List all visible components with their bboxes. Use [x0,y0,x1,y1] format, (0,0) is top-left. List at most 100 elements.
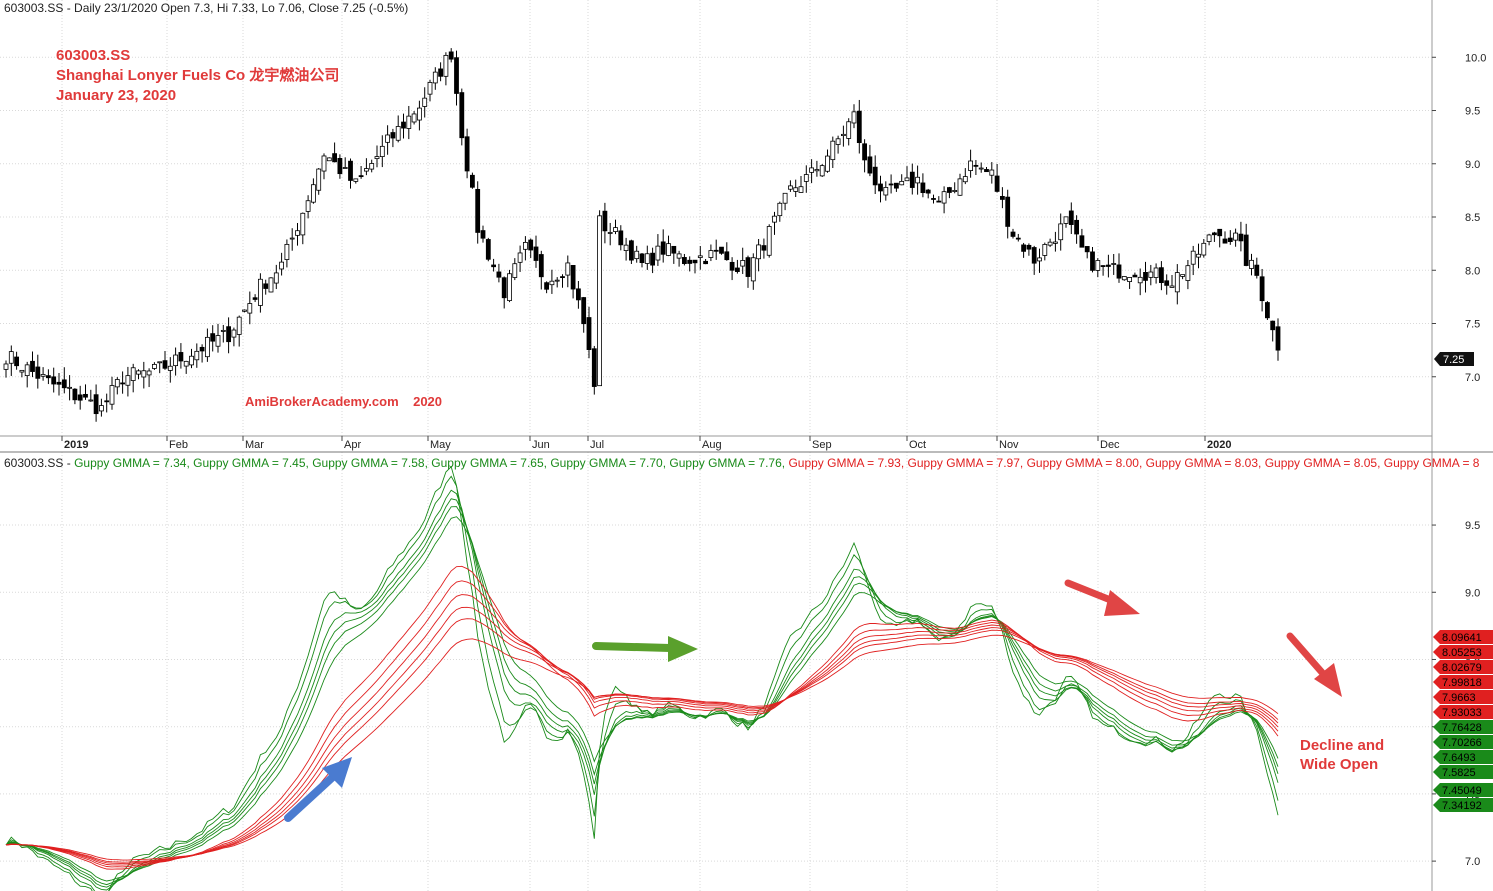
candle [231,327,237,347]
gmma-value-tag-text: 7.93033 [1442,707,1482,719]
candle [682,253,687,266]
candle [300,212,306,245]
x-tick-label: Oct [909,439,926,451]
candle [745,255,751,288]
candle [607,222,613,246]
x-tick-label: Mar [245,439,264,451]
candle [1084,246,1090,259]
candle [1265,301,1270,320]
candle [236,315,242,347]
gmma-header-item: Guppy GMMA = 7.76, [666,456,785,470]
candle [496,263,502,283]
candle [724,242,730,261]
candle [189,348,194,369]
price-y-tick-label: 7.0 [1465,372,1480,384]
candle [909,163,915,195]
candle [8,345,14,376]
candle [756,238,761,272]
candle [846,118,852,146]
price-y-tick-label: 9.0 [1465,159,1480,171]
price-y-tick-label: 8.0 [1465,265,1480,277]
gmma-y-tick-label: 7.0 [1465,856,1480,868]
candle [326,157,332,162]
price-y-tick-label: 10.0 [1465,52,1486,64]
candle [1095,258,1101,278]
candle [316,168,322,195]
last-price-tag: 7.25 [1434,352,1474,366]
gmma-header-item: Guppy GMMA = 7.93, [785,456,904,470]
gmma-value-tag: 7.93033 [1433,705,1493,719]
long-gmma-line [5,634,1279,861]
candle [1058,213,1064,251]
candle [719,246,724,255]
candle [1100,265,1106,276]
gmma-value-tag-text: 7.45049 [1442,785,1482,797]
candle [772,211,777,235]
short-gmma-line [5,489,1279,891]
candle [713,239,719,260]
candle [268,277,274,293]
short-gmma-line [5,516,1279,882]
candle [1159,261,1164,291]
candle [1116,253,1122,283]
gmma-value-tag-text: 7.99818 [1442,677,1482,689]
x-tick-label: Jul [590,439,604,451]
gmma-header-item: Guppy GMMA = 7.34, [74,456,190,470]
gmma-value-tag-text: 7.5825 [1442,767,1476,779]
candle [1143,261,1148,293]
gmma-value-tag: 7.9663 [1433,690,1493,704]
candle [379,135,385,168]
x-tick-label: Nov [999,439,1019,451]
candle [554,277,560,288]
candle [560,274,565,288]
candle [1148,264,1154,286]
candle [464,128,470,179]
candle [576,280,581,309]
gmma-header-item: Guppy GMMA = 7.97, [904,456,1023,470]
candle [581,296,587,333]
candle [448,48,454,63]
candle [1042,242,1048,261]
gmma-y-tick-label: 9.5 [1465,520,1480,532]
candle [867,144,873,177]
red-down-right-arrow-2 [1286,632,1342,697]
gmma-header-item: Guppy GMMA = 8.00, [1023,456,1142,470]
candle [61,367,67,394]
candle [1111,253,1117,275]
gmma-header-item: Guppy GMMA = 8.05, [1261,456,1380,470]
gmma-value-tag-text: 7.76428 [1442,722,1482,734]
candle [639,252,645,268]
candle [819,164,825,178]
candle [523,236,528,261]
candle [385,125,391,155]
candle [1090,246,1095,273]
candle [629,239,634,265]
candle [1121,276,1127,281]
candle [729,257,735,281]
candle [252,294,258,302]
candle [544,281,549,294]
candle [1164,274,1170,295]
candle [151,362,157,370]
company-title: Shanghai Lonyer Fuels Co 龙宇燃油公司 [56,66,339,84]
candle [1259,268,1265,312]
candle [93,384,99,422]
red-down-right-arrow-1 [1064,579,1140,616]
long-gmma-line [5,606,1279,865]
price-y-tick-label: 9.5 [1465,106,1480,118]
candle [321,153,327,180]
candle [114,377,120,395]
candle [676,250,682,267]
last-price-value: 7.25 [1443,354,1464,366]
candle [178,343,184,369]
candle [1233,228,1238,247]
candle [878,175,883,203]
price-pane-header: 603003.SS - Daily 23/1/2020 Open 7.3, Hi… [4,1,408,15]
candle [549,269,555,294]
gmma-header-item: Guppy GMMA = 7.65, [428,456,547,470]
watermark: AmiBrokerAcademy.com 2020 [245,394,442,409]
candle [485,237,491,262]
gmma-value-tag: 7.5825 [1433,765,1493,779]
candle [1010,228,1016,239]
gmma-header-item: Guppy GMMA = 8 [1380,456,1479,470]
